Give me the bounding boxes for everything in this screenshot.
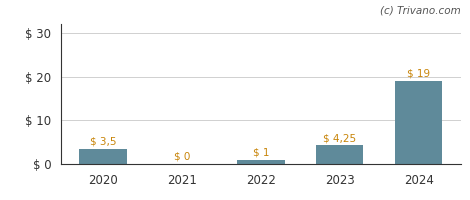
Text: $ 0: $ 0 (174, 152, 190, 162)
Bar (237, 160, 284, 164)
Text: $ 3,5: $ 3,5 (90, 136, 116, 146)
Bar (79, 149, 126, 164)
Text: (c) Trivano.com: (c) Trivano.com (380, 6, 461, 16)
Text: $ 1: $ 1 (252, 147, 269, 157)
Bar (395, 81, 442, 164)
Text: $ 4,25: $ 4,25 (323, 133, 356, 143)
Text: $ 19: $ 19 (407, 69, 431, 79)
Bar (316, 145, 363, 164)
